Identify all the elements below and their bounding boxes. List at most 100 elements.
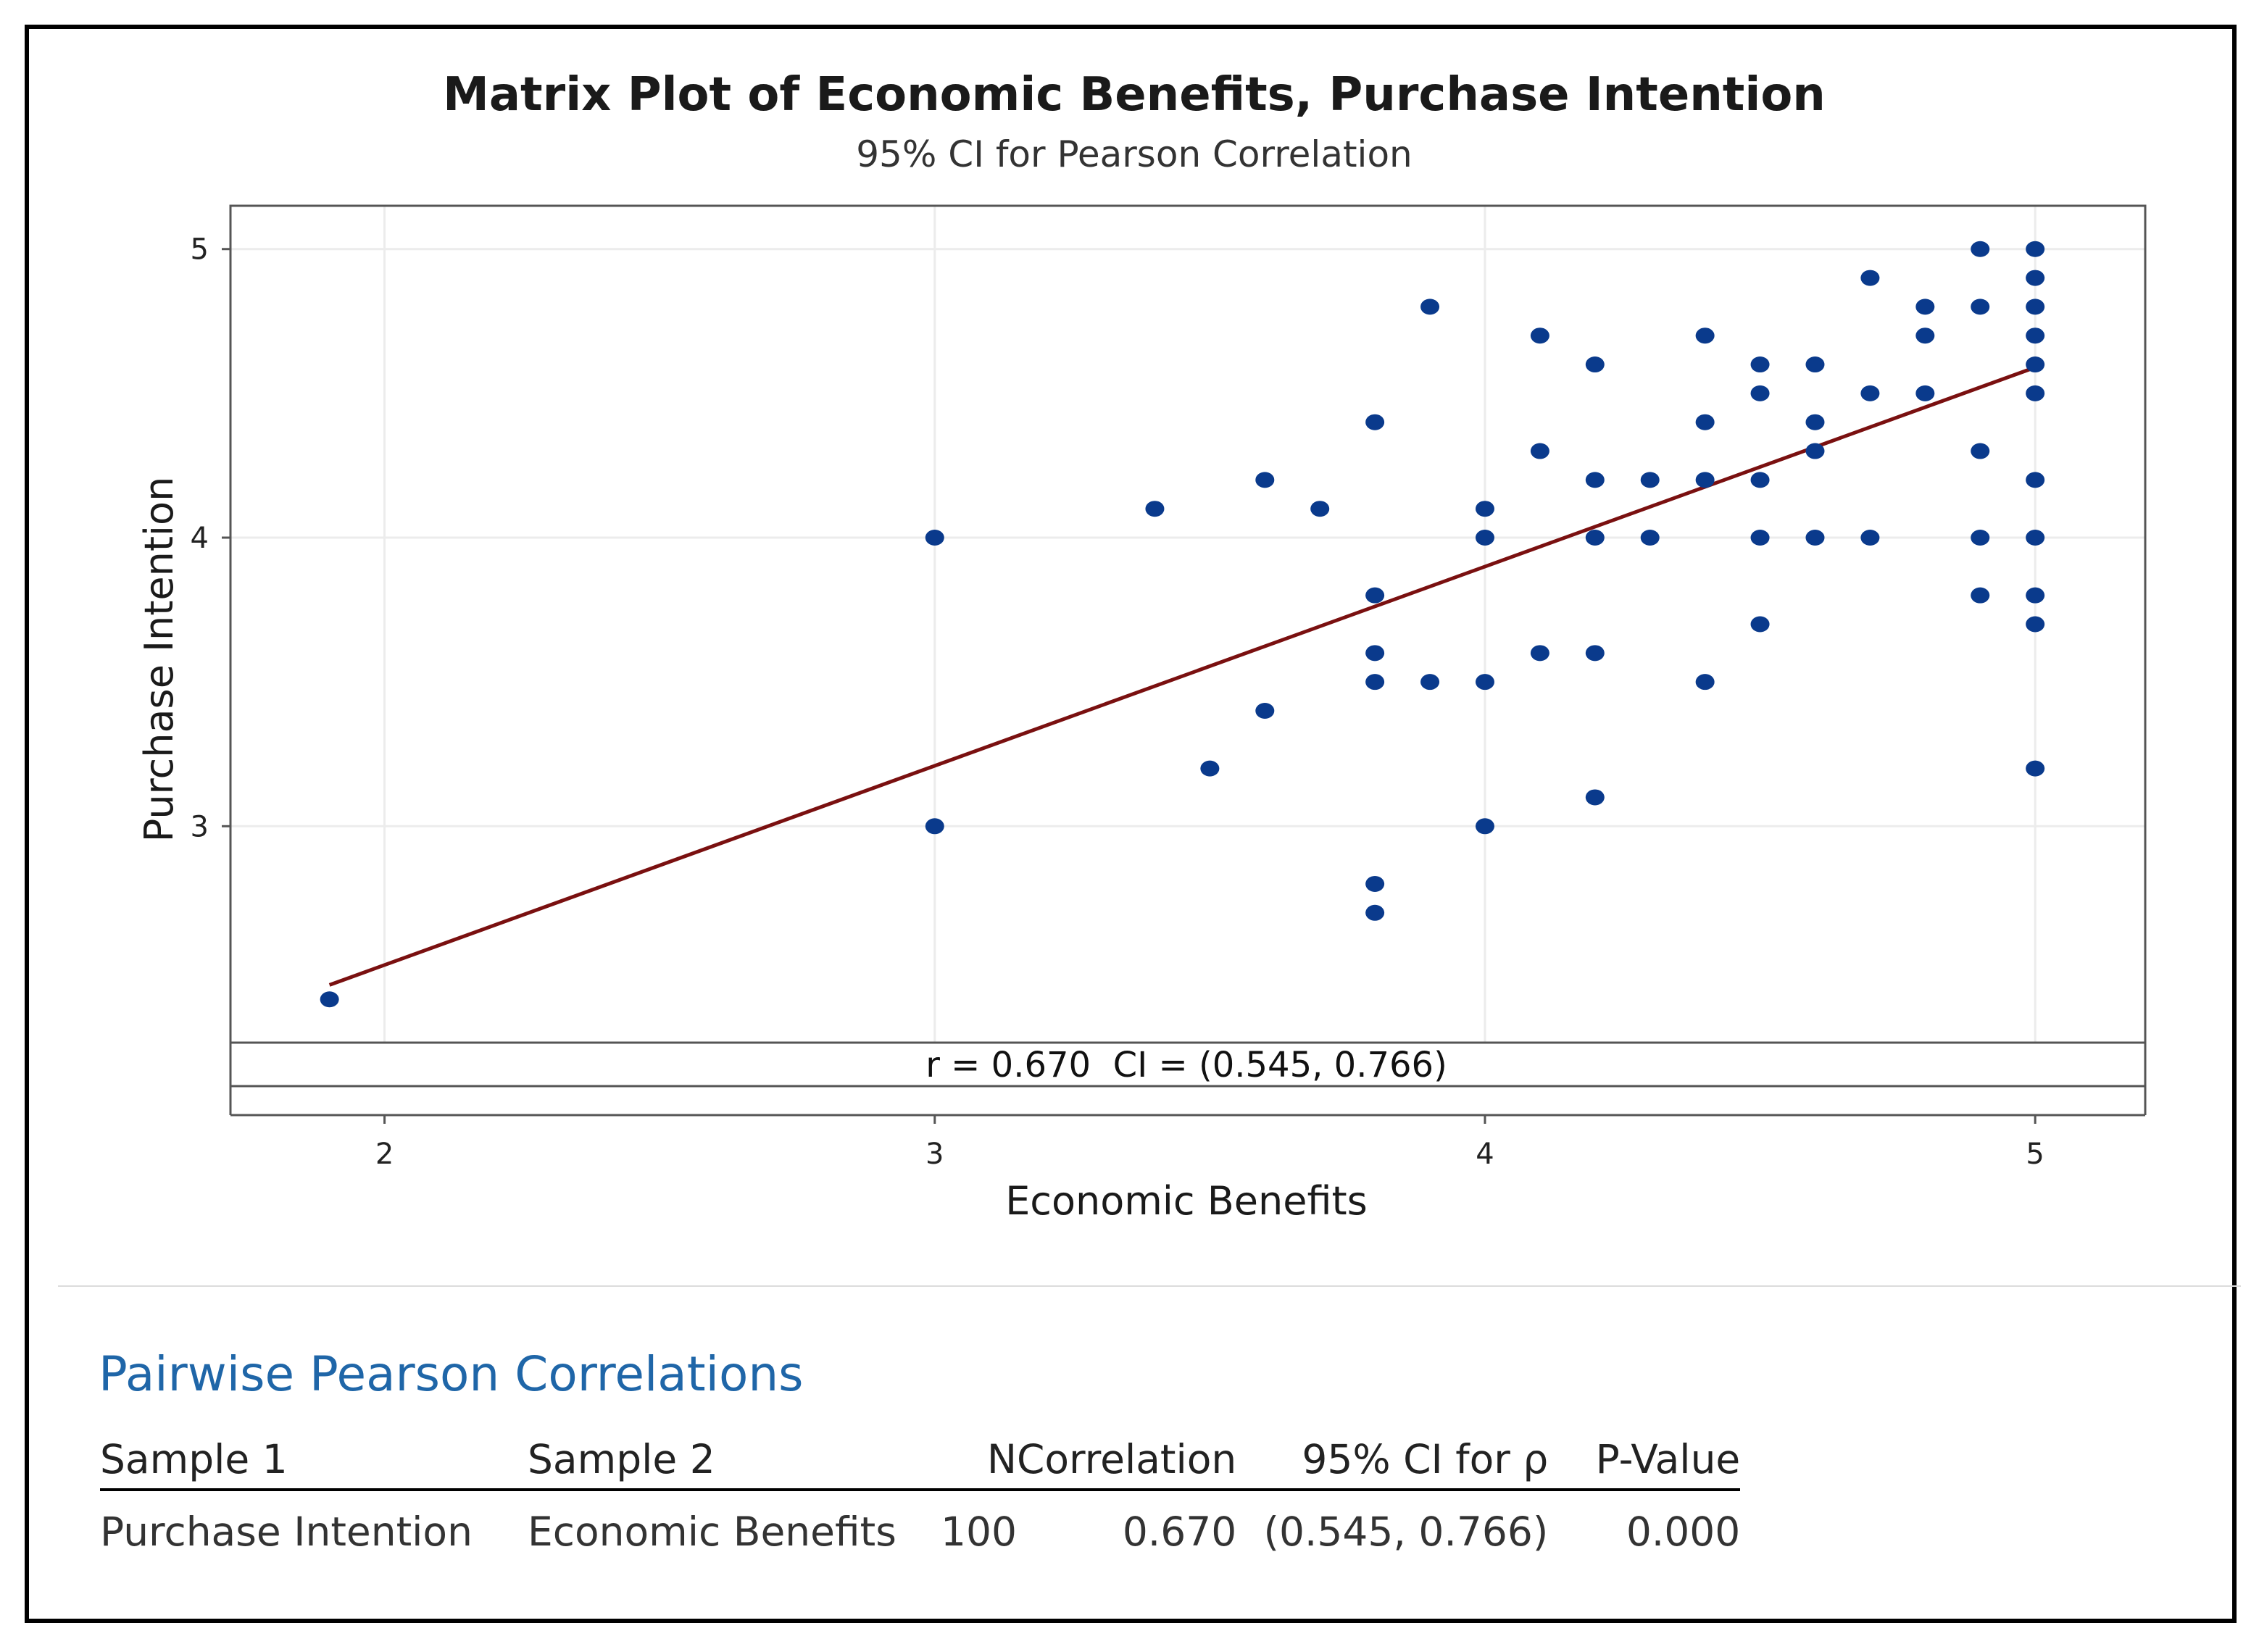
x-axis-ticks: 2 3 4 5 <box>230 1114 2145 1171</box>
scatter-point <box>1200 760 1220 777</box>
scatter-point <box>1860 385 1880 401</box>
scatter-point <box>1255 472 1275 488</box>
scatter-point <box>1530 328 1549 344</box>
y-tick-label: 4 <box>191 522 209 555</box>
scatter-point <box>1530 443 1549 459</box>
x-tick-label: 5 <box>2026 1138 2044 1171</box>
y-tick-label: 3 <box>191 810 209 843</box>
cell-ci: (0.545, 0.766) <box>1263 1509 1549 1555</box>
scatter-point <box>1915 385 1935 401</box>
scatter-point <box>2026 356 2045 373</box>
scatter-point <box>2026 587 2045 604</box>
scatter-point <box>1915 328 1935 344</box>
x-tick-label: 4 <box>1476 1138 1494 1171</box>
scatter-point <box>1585 356 1605 373</box>
matrix-plot: Matrix Plot of Economic Benefits, Purcha… <box>136 68 2147 1224</box>
scatter-point <box>1475 818 1494 835</box>
scatter-point <box>2026 616 2045 633</box>
header-ci: 95% CI for ρ <box>1236 1436 1549 1491</box>
scatter-point <box>1805 530 1825 546</box>
scatter-point <box>2026 760 2045 777</box>
scatter-point <box>2026 299 2045 315</box>
correlations-table: Sample 1 Sample 2 N Correlation 95% CI f… <box>100 1436 1741 1555</box>
scatter-point <box>2026 472 2045 488</box>
scatter-points <box>320 241 2045 1008</box>
scatter-point <box>1915 299 1935 315</box>
scatter-point <box>1365 875 1385 892</box>
regression-fit-line <box>328 365 2037 987</box>
y-axis-ticks: 3 4 5 <box>191 233 230 843</box>
scatter-point <box>320 991 339 1008</box>
scatter-point <box>1971 530 1990 546</box>
scatter-point <box>1750 385 1770 401</box>
cell-p-value: 0.000 <box>1626 1509 1741 1555</box>
correlation-annotation: r = 0.670 CI = (0.545, 0.766) <box>925 1045 1447 1085</box>
x-tick-label: 2 <box>375 1138 394 1171</box>
scatter-point <box>1365 674 1385 691</box>
scatter-point <box>1695 328 1715 344</box>
scatter-point <box>1585 472 1605 488</box>
cell-n: 100 <box>941 1509 1017 1555</box>
scatter-point <box>1695 472 1715 488</box>
scatter-point <box>1805 356 1825 373</box>
x-tick-label: 3 <box>925 1138 944 1171</box>
table-header-row: Sample 1 Sample 2 N Correlation 95% CI f… <box>100 1436 1741 1491</box>
scatter-point <box>1695 674 1715 691</box>
scatter-point <box>1971 587 1990 604</box>
scatter-point <box>1420 674 1440 691</box>
scatter-point <box>1530 645 1549 662</box>
scatter-point <box>925 530 944 546</box>
scatter-point <box>1475 501 1494 517</box>
scatter-point <box>2026 241 2045 257</box>
scatter-point <box>1971 299 1990 315</box>
scatter-point <box>2026 385 2045 401</box>
scatter-point <box>1640 530 1660 546</box>
scatter-point <box>1971 443 1990 459</box>
scatter-point <box>2026 530 2045 546</box>
header-sample-1: Sample 1 <box>100 1436 528 1491</box>
scatter-point <box>1585 789 1605 806</box>
section-divider <box>58 1285 2241 1287</box>
scatter-point <box>1145 501 1165 517</box>
scatter-point <box>1365 587 1385 604</box>
scatter-point <box>1585 645 1605 662</box>
table-row: Purchase Intention Economic Benefits 100… <box>100 1490 1740 1555</box>
scatter-point <box>1860 530 1880 546</box>
y-axis-label: Purchase Intention <box>136 477 182 843</box>
scatter-point <box>925 818 944 835</box>
cell-sample-2: Economic Benefits <box>528 1509 896 1555</box>
scatter-point <box>1640 472 1660 488</box>
scatter-point <box>1860 270 1880 286</box>
scatter-point <box>1805 414 1825 430</box>
scatter-point <box>1365 645 1385 662</box>
header-n: N <box>933 1436 1017 1491</box>
scatter-point <box>1475 530 1494 546</box>
annotation-strip <box>229 1041 2147 1088</box>
scatter-point <box>1695 414 1715 430</box>
gridlines <box>230 206 2145 1043</box>
y-tick-label: 5 <box>191 233 209 267</box>
scatter-point <box>1750 472 1770 488</box>
scatter-point <box>1750 356 1770 373</box>
scatter-point <box>2026 270 2045 286</box>
scatter-point <box>1971 241 1990 257</box>
scatter-point <box>1750 616 1770 633</box>
header-sample-2: Sample 2 <box>528 1436 933 1491</box>
output-frame: Matrix Plot of Economic Benefits, Purcha… <box>25 25 2241 1623</box>
header-p-value: P-Value <box>1548 1436 1741 1491</box>
scatter-point <box>1585 530 1605 546</box>
scatter-point <box>1310 501 1330 517</box>
scatter-point <box>1365 904 1385 921</box>
scatter-point <box>1750 530 1770 546</box>
chart-title: Matrix Plot of Economic Benefits, Purcha… <box>443 68 1826 122</box>
scatter-point <box>2026 328 2045 344</box>
scatter-point <box>1255 702 1275 719</box>
chart-subtitle: 95% CI for Pearson Correlation <box>856 133 1412 175</box>
scatter-point <box>1420 299 1440 315</box>
scatter-point <box>1475 674 1494 691</box>
cell-correlation: 0.670 <box>1122 1509 1237 1555</box>
scatter-point <box>1365 414 1385 430</box>
scatter-point <box>1805 443 1825 459</box>
x-axis-label: Economic Benefits <box>1005 1178 1368 1224</box>
section-title: Pairwise Pearson Correlations <box>99 1346 804 1402</box>
